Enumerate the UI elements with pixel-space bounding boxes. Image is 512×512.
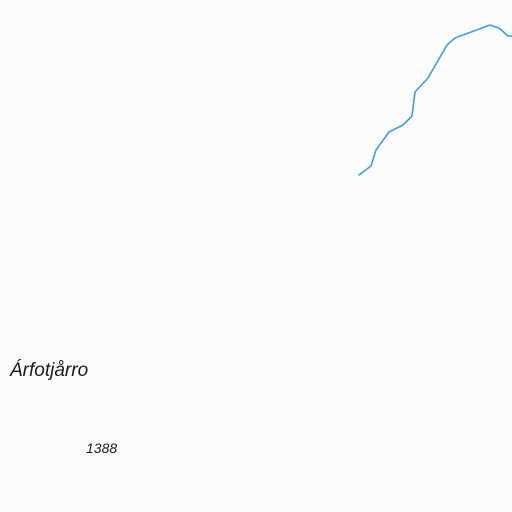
stream-line (358, 24, 512, 176)
place-name-label: Árfotjårro (10, 360, 89, 381)
elevation-label: 1388 (86, 440, 118, 456)
